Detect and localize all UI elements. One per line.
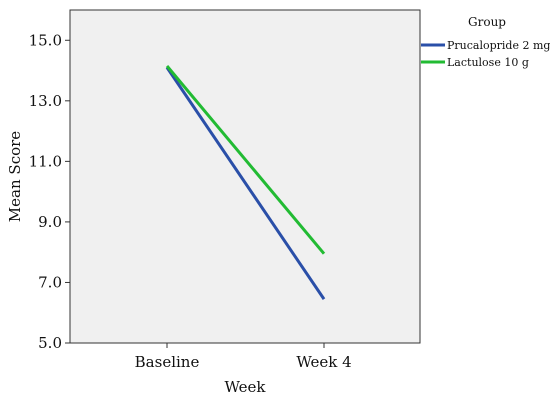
x-axis: Baseline Week 4 xyxy=(135,343,352,371)
y-tick-label: 11.0 xyxy=(29,152,62,170)
y-tick-label: 15.0 xyxy=(29,31,62,49)
y-axis-title: Mean Score xyxy=(6,131,24,222)
y-tick-label: 5.0 xyxy=(38,334,62,352)
series-line-2 xyxy=(165,65,326,255)
plot-area xyxy=(69,9,421,344)
y-tick-label: 7.0 xyxy=(38,273,62,291)
series-layer xyxy=(165,65,326,300)
legend-title: Group xyxy=(468,15,506,29)
x-tick-label: Baseline xyxy=(135,353,200,371)
y-axis: 5.0 7.0 9.0 11.0 13.0 15.0 xyxy=(29,31,70,352)
x-axis-title: Week xyxy=(224,378,266,396)
legend-label: Lactulose 10 g xyxy=(447,56,529,69)
y-tick-label: 13.0 xyxy=(29,92,62,110)
legend-label: Prucalopride 2 mg xyxy=(447,39,550,52)
legend: Group Prucalopride 2 mg Lactulose 10 g xyxy=(421,15,550,69)
x-tick-label: Week 4 xyxy=(296,353,351,371)
y-tick-label: 9.0 xyxy=(38,213,62,231)
series-line-1 xyxy=(165,66,326,300)
